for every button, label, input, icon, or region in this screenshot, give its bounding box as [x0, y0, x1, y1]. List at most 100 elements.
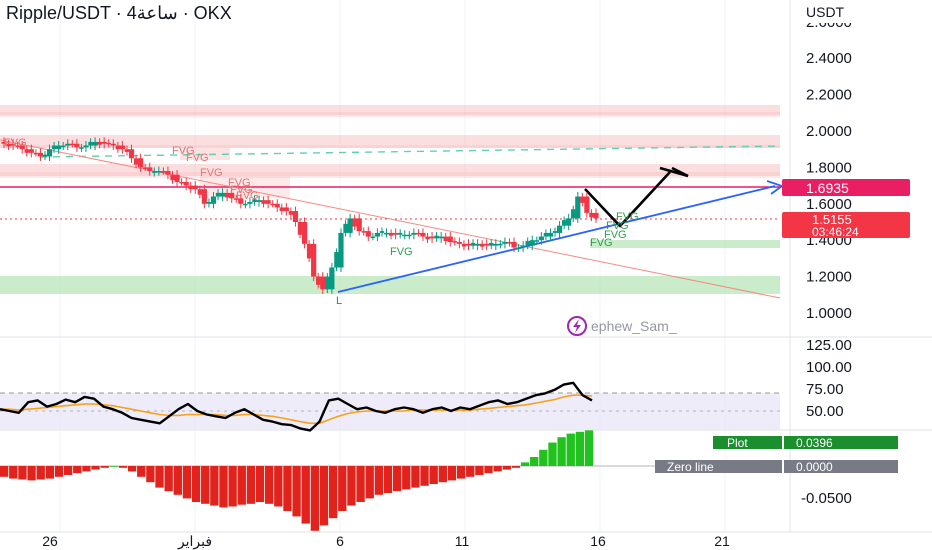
histogram-bar	[447, 466, 457, 481]
price-tick-label: 1.8000	[806, 159, 852, 176]
candle-body	[374, 232, 381, 237]
candle-body	[215, 192, 221, 197]
candle-body	[438, 236, 444, 239]
candle-body	[224, 192, 230, 198]
dashed-green-line	[39, 145, 781, 158]
hist-tick-label: -0.0500	[801, 490, 852, 507]
current-price-label: 1.5155	[812, 212, 852, 227]
candle-body	[74, 143, 80, 148]
candle-body	[138, 158, 144, 168]
currency-label: USDT	[806, 4, 845, 20]
candle-body	[361, 231, 366, 233]
fvg-label: FVG	[186, 152, 209, 164]
candle-body	[297, 222, 303, 235]
histogram-bar	[201, 466, 210, 504]
candle-body	[234, 198, 239, 200]
candle-body	[356, 218, 362, 232]
rsi-tick-label: 100.00	[806, 359, 852, 376]
histogram-bar	[338, 466, 347, 511]
candle-body	[24, 149, 29, 153]
candle-body	[325, 276, 330, 290]
histogram-bar	[520, 462, 530, 466]
candle-body	[447, 236, 453, 243]
histogram-bar	[301, 466, 310, 524]
candle-body	[256, 200, 262, 202]
candle-body	[97, 141, 102, 145]
candle-body	[65, 143, 71, 146]
candle-body	[593, 212, 599, 219]
author-name: ephew_Sam_	[591, 318, 677, 334]
candle-body	[552, 231, 558, 233]
candle-body	[110, 143, 116, 146]
candle-body	[543, 232, 549, 237]
fvg-zone-red-small	[180, 148, 230, 160]
candle-body	[124, 149, 130, 152]
candle-body	[316, 276, 321, 285]
price-axis: 2.40002.20002.00001.80001.60001.40001.20…	[801, 14, 852, 507]
candle-body	[10, 143, 16, 146]
candle-body	[201, 189, 207, 204]
histogram-bar	[54, 466, 64, 477]
candle-body	[556, 225, 563, 233]
candle-body	[470, 242, 476, 246]
histogram-bar	[173, 466, 182, 495]
histogram-bar	[265, 466, 274, 504]
candle-body	[292, 211, 299, 222]
histogram-bar	[164, 466, 173, 492]
price-tick-label: 1.6000	[806, 196, 852, 213]
candle-body	[397, 232, 403, 235]
candle-body	[489, 242, 494, 246]
zero-line-legend: Zero line 0.0000	[655, 460, 898, 474]
candle-body	[197, 189, 203, 195]
candle-body	[456, 242, 462, 244]
candle-body	[33, 152, 39, 155]
candle-body	[142, 167, 148, 169]
candle-body	[493, 243, 499, 246]
price-tick-label: 1.2000	[806, 269, 852, 286]
histogram-bar	[63, 466, 73, 475]
histogram-bar	[511, 466, 521, 468]
candle-body	[475, 243, 481, 246]
candle-body	[115, 145, 121, 150]
histogram-bar	[420, 466, 429, 486]
candle-body	[15, 145, 20, 148]
time-tick-label: 16	[590, 533, 606, 549]
fvg-label: FVG	[390, 246, 413, 258]
candle-body	[42, 154, 48, 157]
author-watermark: ephew_Sam_	[567, 316, 677, 336]
candle-body	[429, 236, 435, 239]
candle-body	[379, 231, 385, 233]
candle-body	[479, 243, 485, 247]
fvg-zones	[0, 105, 780, 294]
chart-title: Ripple/USDT · 4ساعة · OKX	[6, 3, 232, 23]
candle-body	[133, 158, 139, 165]
time-tick-label: فبراير	[177, 533, 212, 550]
candle-body	[347, 218, 353, 233]
plot-legend: Plot 0.0396	[713, 436, 898, 450]
histogram-bar	[146, 466, 155, 483]
candle-body	[210, 196, 217, 204]
candle-body	[252, 199, 257, 202]
histogram-bar	[255, 466, 265, 502]
candle-body	[19, 145, 25, 150]
candle-body	[37, 152, 44, 157]
fvg-label: FVG	[228, 177, 251, 189]
candle-body	[128, 149, 135, 159]
candle-body	[452, 241, 458, 243]
rsi-tick-label: 50.00	[806, 403, 844, 420]
fvg-label: FVG	[200, 167, 223, 179]
candle-body	[320, 276, 326, 290]
candle-body	[461, 243, 467, 247]
candle-body	[311, 243, 317, 277]
candle-body	[529, 240, 535, 246]
candle-body	[534, 240, 539, 242]
candle-body	[79, 147, 84, 149]
histogram-bar	[429, 466, 438, 484]
price-tick-label: 2.0000	[806, 123, 852, 140]
histogram-bar	[530, 457, 539, 466]
candle-body	[343, 223, 348, 233]
price-tick-label: 1.0000	[806, 305, 852, 322]
histogram-bar	[100, 466, 109, 468]
candle-body	[507, 242, 512, 244]
